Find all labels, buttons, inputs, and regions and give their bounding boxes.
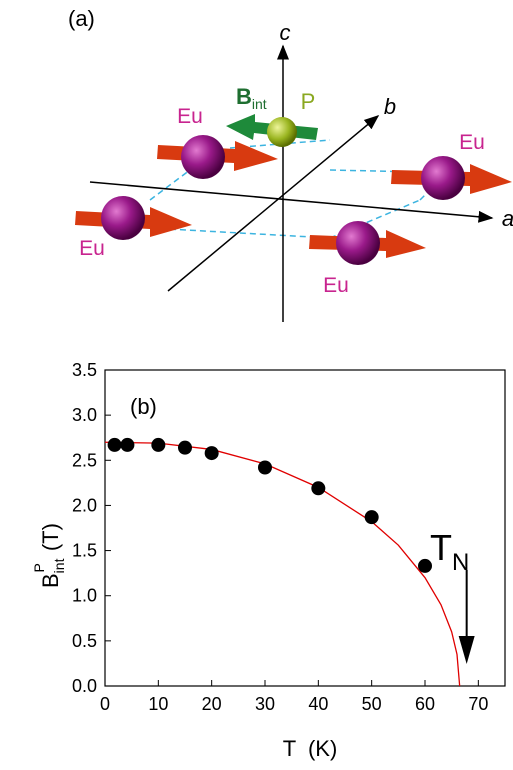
eu-atom <box>101 196 145 240</box>
y-tick-label: 2.0 <box>72 495 97 515</box>
data-point <box>205 446 219 460</box>
data-point <box>178 441 192 455</box>
y-label-sub: int <box>51 558 67 573</box>
y-tick-label: 0.5 <box>72 631 97 651</box>
fit-line <box>105 442 460 686</box>
x-tick-label: 10 <box>148 694 168 714</box>
atom-label: Eu <box>177 105 203 128</box>
x-axis-label: T (K) <box>283 736 338 761</box>
x-tick-label: 70 <box>468 694 488 714</box>
y-label-sup: P <box>31 563 47 572</box>
atom-label: Eu <box>459 131 485 154</box>
chart: 0 10 20 30 40 50 60 70 0.0 0.5 1.0 1.5 2.0 2.5 3.0 3.5 T… <box>31 360 505 761</box>
data-point <box>365 510 379 524</box>
y-axis-label: Bint P (T) <box>31 523 67 588</box>
eu-atom <box>421 156 465 200</box>
data-point <box>108 438 122 452</box>
y-label-unit: (T) <box>38 523 63 551</box>
p-atom <box>267 117 297 147</box>
panel-label: (b) <box>130 394 157 419</box>
atom-label: Eu <box>79 237 105 260</box>
annotation-arrowhead <box>459 636 475 664</box>
x-tick-label: 0 <box>100 694 110 714</box>
y-tick-label: 3.0 <box>72 405 97 425</box>
eu-atom <box>336 221 380 265</box>
figure: (a) c b a Eu Eu Eu Eu P Bint 0 10 20 30 40 50… <box>0 0 513 765</box>
data-point <box>258 461 272 475</box>
axis-label: a <box>502 206 513 231</box>
y-label-main: B <box>38 573 63 588</box>
field-main: B <box>236 84 252 109</box>
x-tick-label: 40 <box>308 694 328 714</box>
data-point <box>311 481 325 495</box>
axis-label: b <box>384 94 396 119</box>
x-tick-label: 50 <box>362 694 382 714</box>
diagram: (a) c b a Eu Eu Eu Eu P Bint <box>68 6 513 322</box>
y-tick-label: 1.5 <box>72 541 97 561</box>
x-tick-label: 20 <box>202 694 222 714</box>
annotation: TN <box>430 527 469 576</box>
atom-label: Eu <box>323 274 349 297</box>
y-tick-label: 0.0 <box>72 676 97 696</box>
field-label: Bint <box>236 84 267 112</box>
x-tick-label: 60 <box>415 694 435 714</box>
panel-label: (a) <box>68 6 95 31</box>
data-point <box>120 438 134 452</box>
y-tick-label: 3.5 <box>72 360 97 380</box>
field-sub: int <box>252 96 267 112</box>
y-tick-label: 2.5 <box>72 450 97 470</box>
axis-label: c <box>280 20 291 45</box>
annotation-main: T <box>430 527 452 568</box>
y-tick-label: 1.0 <box>72 586 97 606</box>
data-point <box>151 438 165 452</box>
eu-atom <box>181 135 225 179</box>
p-label: P <box>301 89 316 114</box>
x-tick-label: 30 <box>255 694 275 714</box>
